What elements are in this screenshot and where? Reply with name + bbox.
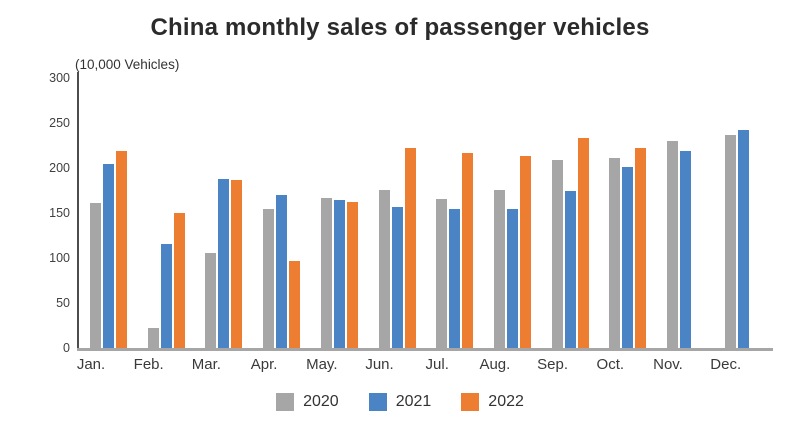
- bar-2021-apr: [276, 195, 288, 348]
- bar-2022-jun: [404, 148, 416, 348]
- legend: 2020 2021 2022: [0, 393, 800, 411]
- y-tick-label-0: 0: [63, 341, 70, 355]
- bar-2021-mar: [218, 178, 230, 348]
- bar-group-apr: [263, 195, 302, 348]
- month-label-nov: Nov.: [653, 356, 683, 373]
- bar-2020-mar: [205, 252, 217, 348]
- bar-2020-sep: [551, 159, 563, 348]
- bar-group-sep: [551, 138, 591, 348]
- legend-swatch-2021: [368, 393, 387, 411]
- bar-group-jun: [378, 148, 418, 348]
- bar-2022-apr: [289, 260, 301, 348]
- bar-2022-jul: [462, 152, 474, 348]
- bar-2021-jan: [103, 163, 114, 348]
- bar-2020-jan: [90, 203, 101, 348]
- bar-2022-jan: [116, 150, 127, 348]
- legend-swatch-2022: [461, 393, 480, 411]
- legend-label-2021: 2021: [395, 393, 432, 410]
- month-label-dec: Dec.: [710, 356, 742, 373]
- month-label-feb: Feb.: [133, 356, 164, 373]
- legend-item-2021: 2021: [368, 393, 432, 411]
- bar-group-nov: [667, 141, 693, 348]
- month-label-jun: Jun.: [365, 356, 394, 373]
- x-axis-line: [77, 348, 773, 351]
- y-tick-label-200: 200: [49, 161, 70, 175]
- bar-2022-sep: [577, 138, 589, 348]
- bar-2021-aug: [506, 208, 518, 348]
- legend-swatch-2020: [276, 393, 295, 411]
- bar-2020-apr: [263, 209, 275, 348]
- bar-2021-may: [333, 200, 345, 348]
- bar-group-aug: [493, 156, 533, 348]
- bar-2020-oct: [609, 158, 621, 348]
- bar-2020-may: [320, 197, 332, 348]
- legend-item-2020: 2020: [276, 393, 339, 411]
- bar-2021-jul: [449, 208, 461, 348]
- y-tick-label-300: 300: [49, 71, 70, 85]
- bar-2022-mar: [231, 179, 243, 348]
- y-tick-label-100: 100: [49, 251, 70, 265]
- month-label-apr: Apr.: [250, 356, 278, 373]
- y-tick-label-250: 250: [49, 116, 70, 130]
- bar-2022-aug: [519, 156, 531, 348]
- y-tick-label-150: 150: [49, 206, 70, 220]
- bar-2022-feb: [173, 213, 185, 348]
- bar-group-mar: [205, 178, 244, 348]
- bar-2020-jul: [436, 198, 448, 348]
- y-axis-line: [77, 72, 79, 350]
- bar-2021-nov: [680, 150, 691, 348]
- bar-group-oct: [609, 148, 648, 348]
- bar-2020-jun: [378, 189, 390, 348]
- month-label-oct: Oct.: [596, 356, 625, 373]
- bar-2020-nov: [667, 141, 678, 348]
- bar-2020-feb: [147, 328, 159, 348]
- bar-2020-dec: [724, 134, 736, 348]
- bar-group-may: [320, 197, 360, 348]
- y-tick-label-50: 50: [56, 296, 70, 310]
- legend-label-2022: 2022: [488, 393, 524, 410]
- bar-2020-aug: [493, 189, 505, 348]
- month-label-jul: Jul.: [425, 356, 449, 373]
- bar-2021-oct: [622, 167, 634, 348]
- plot-area: 0 50 100 150 200 250 300 Jan. Feb. Mar. Apr. May. Ju…: [49, 71, 773, 373]
- legend-item-2022: 2022: [461, 393, 524, 411]
- bar-2021-dec: [737, 130, 749, 348]
- bar-2022-may: [346, 202, 358, 348]
- month-label-aug: Aug.: [479, 356, 511, 373]
- y-axis-unit-label: (10,000 Vehicles): [75, 57, 180, 72]
- bar-2021-jun: [391, 206, 403, 348]
- month-label-mar: Mar.: [191, 356, 221, 373]
- bar-group-dec: [724, 130, 751, 348]
- bar-group-jan: [90, 150, 129, 348]
- bar-group-feb: [147, 213, 187, 348]
- month-label-sep: Sep.: [537, 356, 569, 373]
- chart-title: China monthly sales of passenger vehicle…: [150, 14, 650, 41]
- bar-2022-oct: [635, 148, 647, 348]
- bar-2021-feb: [160, 243, 172, 348]
- month-label-may: May.: [306, 356, 338, 373]
- legend-label-2020: 2020: [303, 393, 339, 410]
- month-label-jan: Jan.: [76, 356, 106, 373]
- bar-2021-sep: [564, 190, 576, 348]
- bar-group-jul: [436, 152, 475, 348]
